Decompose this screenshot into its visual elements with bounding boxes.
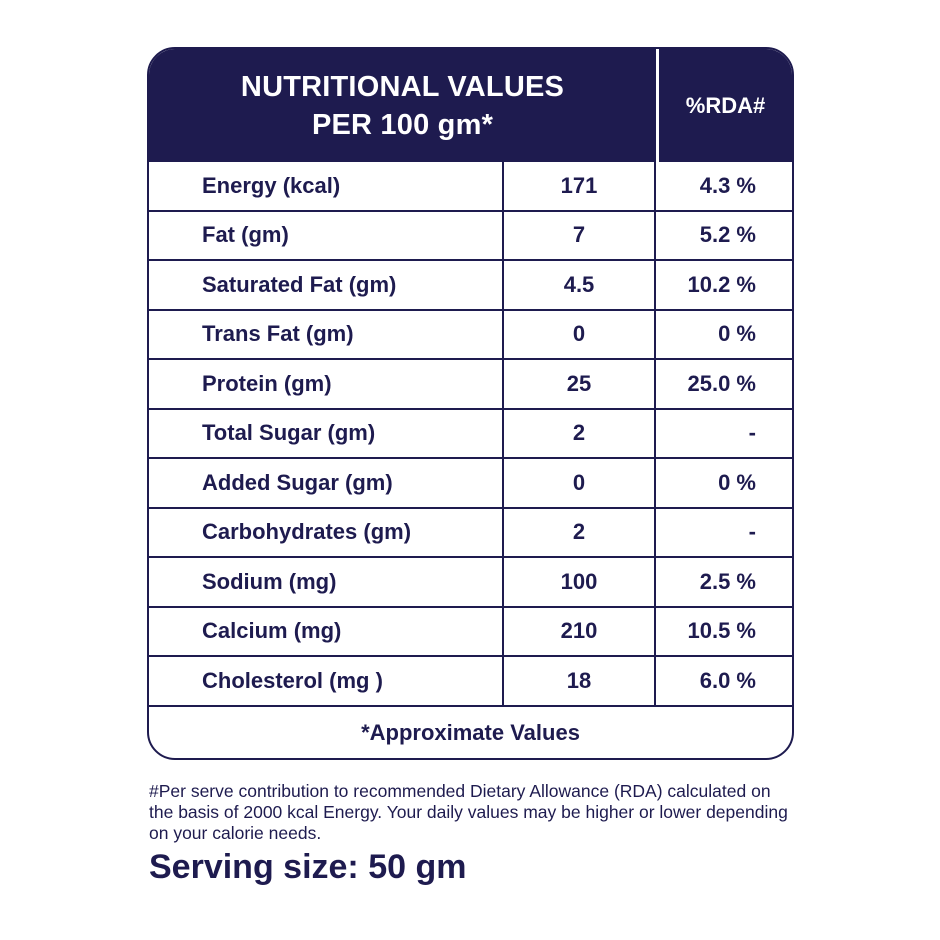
nutrient-rda: - — [748, 420, 756, 446]
table-header: NUTRITIONAL VALUES PER 100 gm* %RDA# — [149, 49, 792, 162]
nutrient-value: 25 — [504, 360, 656, 408]
nutrient-value: 0 — [504, 310, 656, 358]
table-row: Sodium (mg) 100 2.5 % — [149, 558, 792, 608]
nutrient-rda: 0 % — [718, 321, 756, 347]
table-row: Fat (gm) 7 5.2 % — [149, 211, 792, 261]
nutrient-name: Fat (gm) — [149, 211, 504, 259]
table-row: Carbohydrates (gm) 2 - — [149, 508, 792, 558]
header-title: NUTRITIONAL VALUES PER 100 gm* — [149, 49, 656, 162]
table-row: Total Sugar (gm) 2 - — [149, 409, 792, 459]
table-row: Added Sugar (gm) 0 0 % — [149, 459, 792, 509]
table-row: Calcium (mg) 210 10.5 % — [149, 607, 792, 657]
nutrient-value: 7 — [504, 211, 656, 259]
nutrient-rda: 2.5 % — [699, 568, 756, 594]
nutrient-rda: 6.0 % — [699, 667, 756, 693]
header-title-line1: NUTRITIONAL VALUES — [240, 70, 565, 103]
nutrient-rda: 5.2 % — [699, 222, 756, 248]
nutrient-rda: 0 % — [718, 469, 756, 495]
nutrient-value: 18 — [504, 657, 656, 705]
nutrient-name: Saturated Fat (gm) — [149, 261, 504, 309]
nutrient-value: 171 — [504, 162, 656, 210]
nutrient-value: 2 — [504, 409, 656, 457]
rda-disclaimer: #Per serve contribution to recommended D… — [149, 781, 788, 843]
nutrient-value: 2 — [504, 508, 656, 556]
approximate-values-note: *Approximate Values — [361, 719, 580, 745]
nutrient-rda: 10.5 % — [687, 618, 757, 644]
nutrient-name: Total Sugar (gm) — [149, 409, 504, 457]
nutrition-table: NUTRITIONAL VALUES PER 100 gm* %RDA# Ene… — [147, 47, 794, 760]
nutrient-name: Protein (gm) — [149, 360, 504, 408]
nutrient-name: Trans Fat (gm) — [149, 310, 504, 358]
nutrient-name: Sodium (mg) — [149, 558, 504, 606]
nutrient-rda: 10.2 % — [687, 271, 757, 297]
table-body: Energy (kcal) 171 4.3 % Fat (gm) 7 5.2 %… — [149, 162, 792, 707]
nutrient-name: Energy (kcal) — [149, 162, 504, 210]
nutrient-rda: 25.0 % — [687, 370, 757, 396]
nutrient-name: Cholesterol (mg ) — [149, 657, 504, 705]
nutrient-name: Calcium (mg) — [149, 607, 504, 655]
table-row: Saturated Fat (gm) 4.5 10.2 % — [149, 261, 792, 311]
nutrient-name: Added Sugar (gm) — [149, 459, 504, 507]
nutrient-value: 100 — [504, 558, 656, 606]
header-divider — [656, 49, 659, 162]
nutrient-value: 210 — [504, 607, 656, 655]
table-row: Protein (gm) 25 25.0 % — [149, 360, 792, 410]
table-row: Energy (kcal) 171 4.3 % — [149, 162, 792, 212]
nutrient-value: 0 — [504, 459, 656, 507]
header-rda-label: %RDA# — [685, 92, 766, 118]
nutrient-name: Carbohydrates (gm) — [149, 508, 504, 556]
nutrient-rda: - — [748, 519, 756, 545]
table-row: Cholesterol (mg ) 18 6.0 % — [149, 657, 792, 707]
table-row: Trans Fat (gm) 0 0 % — [149, 310, 792, 360]
header-title-line2: PER 100 gm* — [311, 108, 494, 141]
nutrient-rda: 4.3 % — [699, 172, 756, 198]
serving-size: Serving size: 50 gm — [149, 848, 467, 886]
nutrient-value: 4.5 — [504, 261, 656, 309]
